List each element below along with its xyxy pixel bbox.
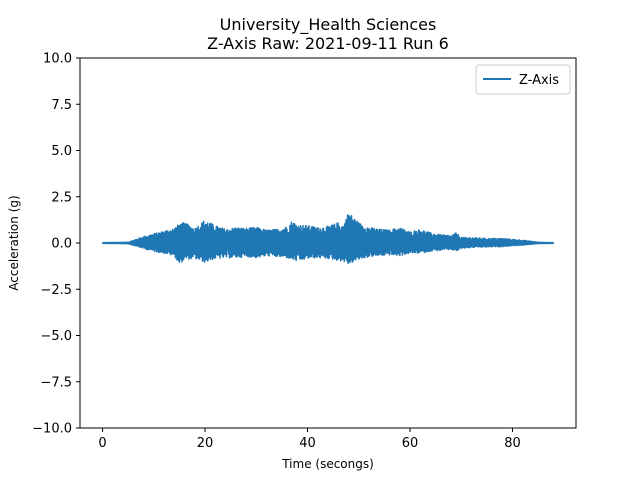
x-tick-label: 80 xyxy=(504,436,521,451)
legend: Z-Axis xyxy=(475,64,571,95)
y-tick-label: 7.5 xyxy=(51,98,72,113)
plot-area xyxy=(101,214,555,264)
y-tick-label: −5.0 xyxy=(40,329,72,344)
chart-title: University_Health Sciences xyxy=(220,15,437,35)
axes-frame xyxy=(79,57,577,429)
y-tick-label: 5.0 xyxy=(51,144,72,159)
x-tick-label: 20 xyxy=(197,436,214,451)
y-axis-label: Acceleration (g) xyxy=(7,195,21,290)
x-tick-label: 0 xyxy=(98,436,106,451)
axis-ticks: 0 20 40 60 80 −10.0 −7.5 −5.0 −2.5 0.0 2.5 5.0 7.5 10… xyxy=(32,52,521,452)
x-axis-label: Time (secongs) xyxy=(281,457,374,471)
y-tick-label: 2.5 xyxy=(51,190,72,205)
legend-label: Z-Axis xyxy=(519,73,559,88)
y-tick-label: 10.0 xyxy=(43,52,72,67)
y-tick-label: −10.0 xyxy=(32,422,72,437)
x-tick-label: 60 xyxy=(402,436,419,451)
y-tick-label: −2.5 xyxy=(40,283,72,298)
x-tick-label: 40 xyxy=(299,436,316,451)
y-tick-label: 0.0 xyxy=(51,237,72,252)
legend-box xyxy=(475,64,571,95)
y-tick-label: −7.5 xyxy=(40,375,72,390)
chart-subtitle: Z-Axis Raw: 2021-09-11 Run 6 xyxy=(207,34,449,53)
series-line-z-axis xyxy=(101,214,555,264)
